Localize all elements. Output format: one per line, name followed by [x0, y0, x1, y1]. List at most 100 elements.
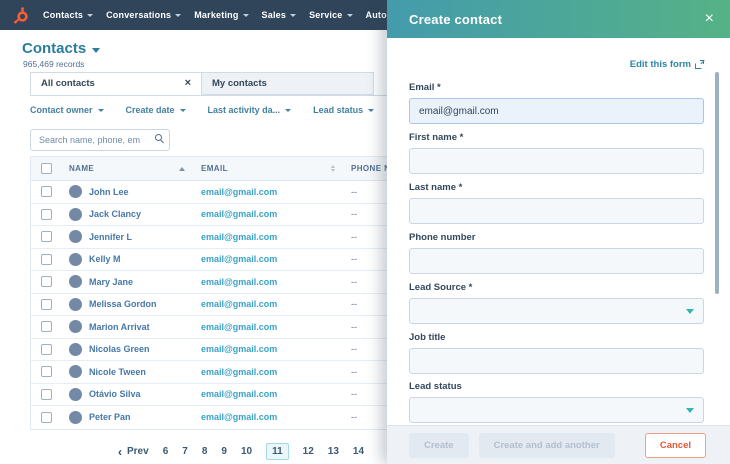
avatar	[69, 342, 82, 356]
pagination-page-11-current[interactable]: 11	[266, 443, 289, 460]
chevron-down-icon	[285, 109, 292, 112]
nav-item-conversations[interactable]: Conversations	[106, 10, 182, 20]
field-first-name: First name *	[409, 132, 704, 174]
pagination-page-13[interactable]: 13	[327, 446, 339, 457]
contact-phone: --	[351, 254, 357, 265]
hubspot-logo-icon[interactable]	[12, 6, 30, 24]
contact-name-link[interactable]: Nicole Tween	[89, 366, 146, 377]
pagination-page-14[interactable]: 14	[352, 446, 365, 457]
filter-create-date[interactable]: Create date	[126, 105, 186, 115]
select-all-checkbox[interactable]	[40, 163, 52, 174]
row-checkbox[interactable]	[40, 276, 52, 288]
row-checkbox[interactable]	[40, 321, 52, 333]
contact-name-link[interactable]: Jennifer L	[89, 231, 133, 242]
avatar	[69, 230, 82, 244]
close-icon[interactable]: ×	[184, 77, 191, 89]
contact-email-link[interactable]: email@gmail.com	[201, 254, 278, 265]
table-row: John Lee email@gmail.com --	[31, 181, 431, 204]
search-icon	[155, 134, 164, 144]
create-button[interactable]: Create	[409, 432, 469, 458]
filter-last-activity-date[interactable]: Last activity da...	[208, 105, 292, 115]
last-name-field[interactable]	[409, 198, 704, 224]
panel-header: Create contact ×	[387, 0, 730, 38]
row-checkbox[interactable]	[40, 411, 52, 423]
pagination-page-10[interactable]: 10	[240, 446, 253, 457]
avatar	[69, 185, 82, 199]
sort-both-icon	[331, 164, 335, 173]
table-row: Otávio Silva email@gmail.com --	[31, 383, 431, 406]
pagination: ‹ Prev 6 7 8 9 10 11 12 13 14	[118, 443, 364, 460]
contact-email-link[interactable]: email@gmail.com	[201, 231, 278, 242]
pagination-prev-button[interactable]: ‹ Prev	[118, 444, 149, 459]
email-field[interactable]	[409, 98, 704, 124]
pagination-page-8[interactable]: 8	[201, 446, 208, 457]
pagination-page-6[interactable]: 6	[162, 446, 169, 457]
table-header-row: NAME EMAIL PHONE NUMBER	[31, 157, 431, 181]
tab-my-contacts[interactable]: My contacts	[202, 72, 374, 95]
contact-name-link[interactable]: Nicolas Green	[89, 344, 150, 355]
contact-phone: --	[351, 231, 357, 242]
search-input[interactable]	[30, 129, 170, 151]
nav-item-marketing[interactable]: Marketing	[194, 10, 249, 20]
row-checkbox[interactable]	[40, 343, 52, 355]
row-checkbox[interactable]	[40, 253, 52, 265]
nav-item-contacts[interactable]: Contacts	[43, 10, 94, 20]
field-email: Email *	[409, 82, 704, 124]
page-title-dropdown[interactable]: Contacts	[22, 40, 101, 57]
job-title-field[interactable]	[409, 348, 704, 374]
contact-phone: --	[351, 344, 357, 355]
contact-name-link[interactable]: Mary Jane	[89, 276, 134, 287]
close-icon[interactable]: ×	[704, 10, 714, 27]
pagination-page-9[interactable]: 9	[221, 446, 227, 457]
edit-this-form-link[interactable]: Edit this form	[630, 59, 705, 70]
filter-lead-status[interactable]: Lead status	[313, 105, 375, 115]
create-and-add-another-button[interactable]: Create and add another	[478, 432, 615, 458]
contact-name-link[interactable]: Otávio Silva	[89, 389, 141, 400]
panel-scrollbar-thumb[interactable]	[715, 72, 719, 294]
contact-name-link[interactable]: Jack Clancy	[89, 209, 142, 220]
cancel-button[interactable]: Cancel	[644, 432, 706, 458]
row-checkbox[interactable]	[40, 208, 52, 220]
column-header-phone[interactable]: PHONE NUMBER	[351, 164, 421, 173]
contact-name-link[interactable]: Kelly M	[89, 254, 121, 265]
row-checkbox[interactable]	[40, 298, 52, 310]
contact-email-link[interactable]: email@gmail.com	[201, 389, 278, 400]
filter-contact-owner[interactable]: Contact owner	[30, 105, 104, 115]
contact-email-link[interactable]: email@gmail.com	[201, 344, 278, 355]
row-checkbox[interactable]	[40, 231, 52, 243]
contact-email-link[interactable]: email@gmail.com	[201, 321, 278, 332]
pagination-page-7[interactable]: 7	[182, 446, 188, 457]
lead-source-select[interactable]	[409, 298, 704, 324]
contact-name-link[interactable]: Marion Arrivat	[89, 321, 150, 332]
avatar	[69, 275, 82, 289]
pagination-page-12[interactable]: 12	[302, 446, 314, 457]
contact-phone: --	[351, 321, 357, 332]
phone-number-field[interactable]	[409, 248, 704, 274]
contact-email-link[interactable]: email@gmail.com	[201, 276, 278, 287]
row-checkbox[interactable]	[40, 186, 52, 198]
row-checkbox[interactable]	[40, 388, 52, 400]
field-phone-number: Phone number	[409, 232, 704, 274]
contact-email-link[interactable]: email@gmail.com	[201, 366, 278, 377]
chevron-left-icon: ‹	[118, 444, 122, 459]
contact-email-link[interactable]: email@gmail.com	[201, 209, 278, 220]
contact-email-link[interactable]: email@gmail.com	[201, 412, 278, 423]
table-row: Peter Pan email@gmail.com --	[31, 406, 431, 429]
nav-item-service[interactable]: Service	[309, 10, 353, 20]
nav-item-sales[interactable]: Sales	[262, 10, 297, 20]
lead-status-select[interactable]	[409, 397, 704, 423]
column-header-name[interactable]: NAME	[61, 164, 193, 173]
contact-email-link[interactable]: email@gmail.com	[201, 299, 278, 310]
row-checkbox[interactable]	[40, 366, 52, 378]
contact-name-link[interactable]: Peter Pan	[89, 412, 131, 423]
first-name-field[interactable]	[409, 148, 704, 174]
chevron-down-icon	[686, 309, 694, 314]
column-header-email[interactable]: EMAIL	[193, 164, 343, 173]
avatar	[69, 252, 82, 266]
contact-name-link[interactable]: John Lee	[89, 186, 129, 197]
contact-name-link[interactable]: Melissa Gordon	[89, 299, 157, 310]
contact-email-link[interactable]: email@gmail.com	[201, 186, 278, 197]
contacts-table: NAME EMAIL PHONE NUMBER John Lee email@g…	[30, 156, 432, 430]
panel-body: Edit this form Email * First name * Last…	[387, 38, 730, 425]
tab-all-contacts[interactable]: All contacts ×	[30, 72, 202, 95]
